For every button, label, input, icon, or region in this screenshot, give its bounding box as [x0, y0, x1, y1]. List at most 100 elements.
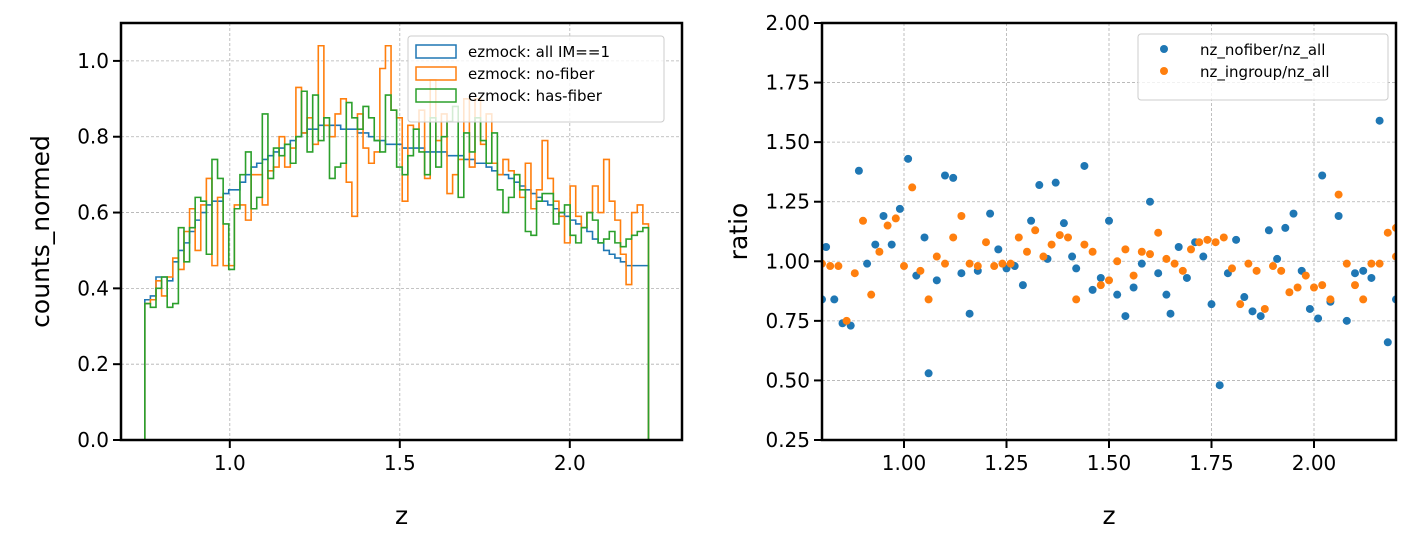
axes-frame	[820, 21, 1398, 442]
scatter-point	[826, 262, 835, 271]
scatter-point	[830, 295, 839, 304]
scatter-point	[1375, 116, 1384, 125]
scatter-point	[1326, 295, 1335, 304]
scatter-point	[1211, 238, 1220, 247]
scatter-point	[1359, 266, 1368, 275]
scatter-point	[904, 154, 913, 163]
histogram-series-1	[144, 44, 650, 440]
scatter-point	[1080, 240, 1089, 249]
x-axis-label: z	[1102, 501, 1115, 530]
scatter-point	[1318, 281, 1327, 290]
scatter-point	[957, 212, 966, 221]
scatter-point	[1248, 307, 1257, 316]
y-axis-label: ratio	[724, 203, 753, 261]
x-tick-label: 1.50	[1087, 451, 1132, 475]
scatter-point	[1334, 212, 1343, 221]
scatter-point	[1027, 216, 1036, 225]
legend-swatch	[415, 44, 457, 59]
scatter-point	[854, 166, 863, 175]
scatter-point	[1051, 178, 1060, 187]
scatter-point	[1359, 295, 1368, 304]
legend-label: nz_ingroup/nz_all	[1200, 63, 1330, 82]
scatter-point	[1293, 283, 1302, 292]
axes-frame	[119, 21, 684, 442]
scatter-point	[949, 233, 958, 242]
scatter-point	[1006, 259, 1015, 268]
scatter-point	[924, 369, 933, 378]
scatter-point	[1146, 250, 1154, 259]
scatter-point	[1334, 190, 1343, 199]
data-layer	[144, 44, 650, 440]
scatter-point	[1342, 259, 1351, 268]
scatter-point	[1396, 269, 1404, 277]
legend-box	[1137, 33, 1389, 101]
scatter-point	[1113, 257, 1122, 266]
scatter-point	[1314, 314, 1323, 323]
histogram-series-2	[144, 90, 650, 440]
scatter-point	[1305, 304, 1314, 313]
scatter-point	[1162, 290, 1171, 299]
scatter-point	[883, 221, 892, 230]
scatter-point	[1289, 209, 1298, 218]
scatter-point	[895, 204, 904, 213]
scatter-point	[1285, 288, 1294, 297]
ratio-scatter-panel: 1.00 1.25 1.50 1.75 2.00 0.25 0.50 0.75 1.00 1.25…	[724, 11, 1404, 530]
scatter-point	[994, 245, 1003, 254]
scatter-point	[1396, 219, 1404, 227]
y-tick-label: 0.75	[765, 309, 810, 333]
scatter-point	[1154, 228, 1163, 237]
scatter-point	[932, 276, 941, 285]
y-tick-label: 2.00	[765, 11, 810, 35]
scatter-point	[1023, 247, 1031, 256]
x-tick-label: 1.0	[214, 451, 246, 475]
y-tick-label: 0.6	[77, 201, 109, 225]
scatter-point	[1088, 285, 1097, 294]
legend-label: ezmock: no-fiber	[468, 65, 595, 83]
y-axis-label: counts_normed	[26, 135, 55, 328]
scatter-point	[1383, 228, 1392, 237]
scatter-point	[875, 247, 884, 256]
scatter-point	[1121, 312, 1130, 321]
scatter-point	[1068, 252, 1077, 261]
scatter-point	[1281, 223, 1290, 232]
y-tick-label: 1.00	[765, 249, 810, 273]
scatter-point	[1072, 264, 1081, 273]
scatter-point	[1219, 233, 1228, 242]
scatter-point	[1252, 266, 1261, 275]
scatter-point	[1182, 273, 1191, 282]
scatter-point	[1096, 281, 1105, 290]
scatter-point	[1080, 161, 1089, 170]
scatter-point	[879, 212, 888, 221]
scatter-point	[1088, 247, 1097, 256]
x-tick-label: 2.0	[554, 451, 586, 475]
scatter-point	[965, 259, 974, 268]
scatter-point	[1121, 245, 1130, 254]
y-tick-label: 0.0	[77, 428, 109, 452]
scatter-point	[908, 183, 917, 192]
scatter-point	[1178, 266, 1187, 275]
scatter-point	[1162, 254, 1171, 263]
scatter-point	[1236, 300, 1245, 309]
scatter-point	[1096, 273, 1105, 282]
scatter-point	[1129, 283, 1138, 292]
scatter-point	[863, 259, 872, 268]
scatter-point	[920, 233, 929, 242]
scatter-point	[1064, 233, 1072, 242]
scatter-point	[1301, 271, 1310, 280]
scatter-point	[916, 266, 925, 275]
scatter-point	[965, 309, 974, 318]
y-tick-label: 0.8	[77, 125, 109, 149]
legend-label: ezmock: all IM==1	[468, 43, 610, 61]
y-tick-label: 1.50	[765, 130, 810, 154]
x-tick-label: 1.00	[882, 451, 927, 475]
x-tick-label: 1.5	[384, 451, 416, 475]
y-tick-label: 1.75	[765, 71, 810, 95]
scatter-point	[842, 316, 851, 325]
scatter-point	[1014, 233, 1023, 242]
scatter-point	[1072, 295, 1081, 304]
scatter-point	[1351, 269, 1359, 278]
scatter-point	[1047, 240, 1056, 249]
scatter-point	[1310, 283, 1318, 292]
scatter-point	[924, 295, 933, 304]
